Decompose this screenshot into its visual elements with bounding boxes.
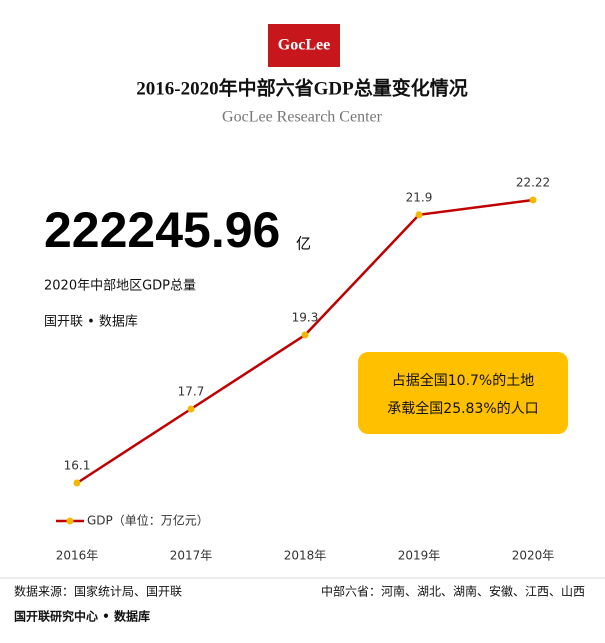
annotation-box bbox=[358, 352, 568, 434]
x-tick-label: 2016年 bbox=[56, 549, 99, 563]
footer-right: 中部六省：河南、湖北、湖南、安徽、江西、山西 bbox=[321, 584, 585, 599]
data-label: 16.1 bbox=[64, 459, 91, 473]
x-tick-label: 2019年 bbox=[398, 549, 441, 563]
subtitle: GocLee Research Center bbox=[222, 109, 383, 126]
headline-value: 222245.96 bbox=[44, 202, 280, 258]
footer-left: 数据来源：国家统计局、国开联 bbox=[14, 584, 182, 599]
headline-unit: 亿 bbox=[296, 235, 311, 253]
chart-title: 2016-2020年中部六省GDP总量变化情况 bbox=[136, 76, 467, 99]
logo: GocLee bbox=[278, 37, 330, 54]
data-label: 19.3 bbox=[292, 311, 319, 325]
x-tick-label: 2017年 bbox=[170, 549, 213, 563]
marker bbox=[187, 405, 195, 413]
annotation: 承载全国25.83%的人口 bbox=[387, 400, 538, 417]
marker bbox=[415, 211, 423, 219]
legend-marker bbox=[66, 517, 74, 525]
data-label: 22.22 bbox=[516, 176, 550, 190]
headline-caption: 2020年中部地区GDP总量 bbox=[44, 279, 196, 294]
data-label: 17.7 bbox=[178, 385, 205, 399]
marker bbox=[301, 331, 309, 339]
x-tick-label: 2020年 bbox=[512, 549, 555, 563]
legend-label: GDP（单位：万亿元） bbox=[87, 513, 209, 528]
logo-box bbox=[268, 24, 340, 67]
marker bbox=[73, 479, 81, 487]
marker bbox=[529, 196, 537, 204]
x-tick-label: 2018年 bbox=[284, 549, 327, 563]
footer-bottom: 国开联研究中心 • 数据库 bbox=[14, 609, 150, 624]
data-label: 21.9 bbox=[406, 190, 433, 204]
headline-source: 国开联 • 数据库 bbox=[44, 314, 138, 330]
annotation: 占据全国10.7%的土地 bbox=[392, 372, 534, 389]
